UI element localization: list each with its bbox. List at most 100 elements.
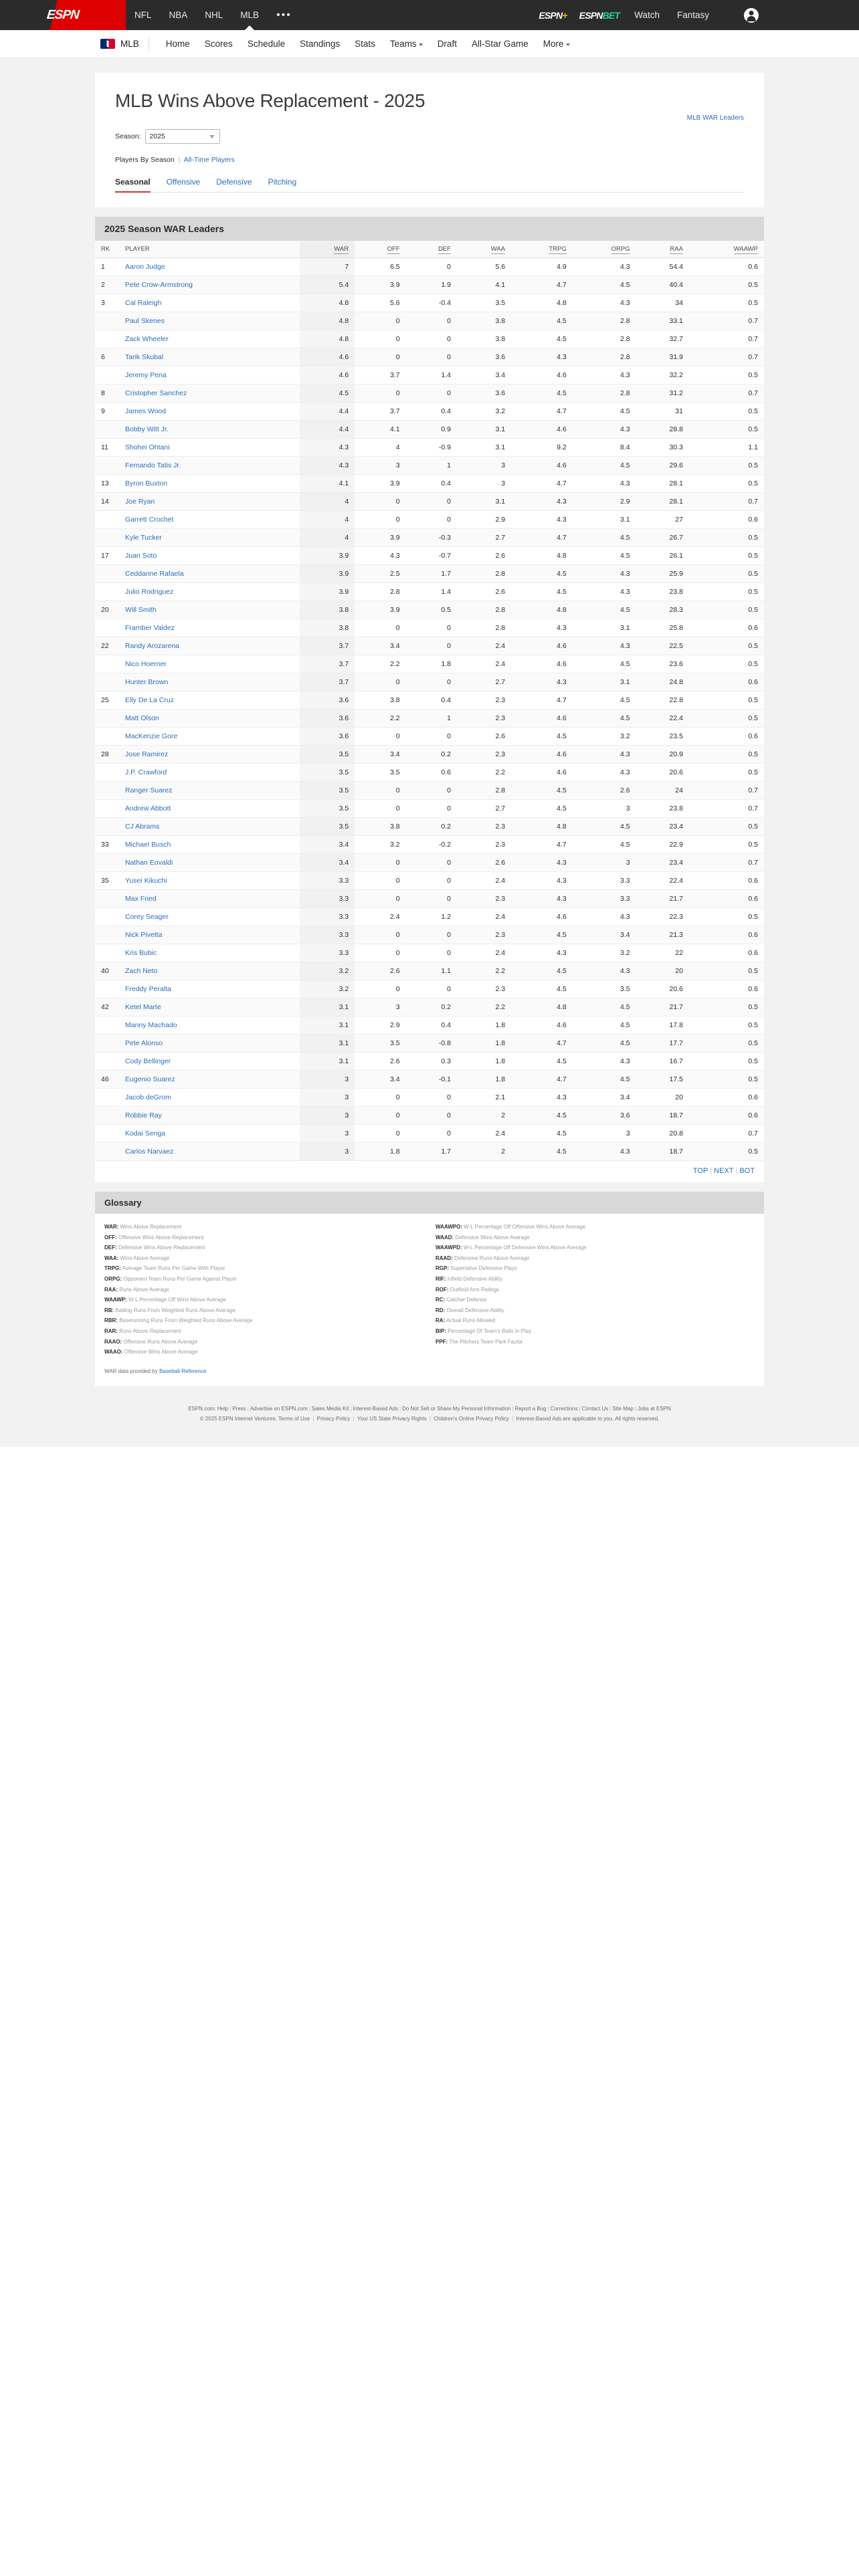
cell-player[interactable]: Cristopher Sanchez <box>119 384 300 403</box>
cell-player[interactable]: CJ Abrams <box>119 817 300 836</box>
player-link[interactable]: James Wood <box>125 407 167 415</box>
cell-player[interactable]: Yusei Kikuchi <box>119 871 300 890</box>
cell-player[interactable]: Nico Hoerner <box>119 655 300 673</box>
cell-player[interactable]: Randy Arozarena <box>119 637 300 655</box>
player-link[interactable]: Paul Skenes <box>125 317 165 325</box>
player-link[interactable]: Max Fried <box>125 895 157 903</box>
cell-player[interactable]: Kyle Tucker <box>119 528 300 547</box>
topnav-item-mlb[interactable]: MLB <box>231 0 268 30</box>
cell-player[interactable]: Juan Soto <box>119 546 300 565</box>
cell-player[interactable]: Andrew Abbott <box>119 799 300 818</box>
tab-defensive[interactable]: Defensive <box>216 177 252 187</box>
player-link[interactable]: Carlos Narvaez <box>125 1148 174 1156</box>
col-header-off[interactable]: OFF <box>355 241 406 258</box>
footer-legal-link[interactable]: Terms of Use <box>278 1415 310 1422</box>
cell-player[interactable]: Jose Ramirez <box>119 745 300 764</box>
col-header-war[interactable]: WAR <box>300 241 355 258</box>
player-link[interactable]: Cal Raleigh <box>125 299 162 307</box>
player-link[interactable]: Jeremy Pena <box>125 371 167 379</box>
topnav-item-fantasy[interactable]: Fantasy <box>676 10 709 20</box>
footer-link[interactable]: Sales Media Kit <box>311 1405 349 1412</box>
footer-link[interactable]: Press <box>232 1405 246 1412</box>
league-nav-schedule[interactable]: Schedule <box>240 39 292 49</box>
player-link[interactable]: Matt Olson <box>125 714 159 722</box>
cell-player[interactable]: Kodai Senga <box>119 1124 300 1143</box>
cell-player[interactable]: Pete Alonso <box>119 1034 300 1053</box>
footer-legal-link[interactable]: Your US State Privacy Rights <box>357 1415 427 1422</box>
topnav-item-nba[interactable]: NBA <box>169 10 188 20</box>
league-nav-teams[interactable]: Teams <box>383 39 430 49</box>
player-link[interactable]: Pete Crow-Armstrong <box>125 281 193 289</box>
player-link[interactable]: Corey Seager <box>125 913 169 921</box>
mlb-war-leaders-link[interactable]: MLB WAR Leaders <box>686 114 744 122</box>
pagination-bot-link[interactable]: BOT <box>739 1167 755 1175</box>
cell-player[interactable]: Max Fried <box>119 889 300 908</box>
player-link[interactable]: Kyle Tucker <box>125 534 162 542</box>
cell-player[interactable]: James Wood <box>119 402 300 421</box>
cell-player[interactable]: Manny Machado <box>119 1016 300 1035</box>
cell-player[interactable]: Carlos Narvaez <box>119 1142 300 1161</box>
cell-player[interactable]: Ranger Suarez <box>119 781 300 800</box>
player-link[interactable]: Will Smith <box>125 606 157 614</box>
cell-player[interactable]: Eugenio Suarez <box>119 1070 300 1089</box>
col-header-trpg[interactable]: TRPG <box>511 241 573 258</box>
footer-link[interactable]: ESPN.com: Help <box>188 1405 229 1412</box>
player-link[interactable]: CJ Abrams <box>125 823 160 831</box>
pagination-top-link[interactable]: TOP <box>692 1167 708 1175</box>
league-nav-scores[interactable]: Scores <box>197 39 240 49</box>
col-header-waa[interactable]: WAA <box>456 241 512 258</box>
col-header-raa[interactable]: RAA <box>636 241 689 258</box>
cell-player[interactable]: Jacob deGrom <box>119 1088 300 1107</box>
player-link[interactable]: Freddy Peralta <box>125 985 171 993</box>
col-header-def[interactable]: DEF <box>405 241 457 258</box>
col-header-orpg[interactable]: ORPG <box>572 241 636 258</box>
topnav-more-icon[interactable]: ••• <box>276 9 292 21</box>
league-nav-stats[interactable]: Stats <box>347 39 383 49</box>
user-avatar-icon[interactable] <box>744 7 759 23</box>
topnav-item-watch[interactable]: Watch <box>634 10 660 20</box>
player-link[interactable]: Randy Arozarena <box>125 642 180 650</box>
col-header-waawp[interactable]: WAAWP <box>688 241 764 258</box>
footer-legal-link[interactable]: Privacy Policy <box>316 1415 351 1422</box>
cell-player[interactable]: Matt Olson <box>119 709 300 728</box>
all-time-players-link[interactable]: All-Time Players <box>183 156 235 164</box>
season-select[interactable]: 2025 <box>145 129 220 144</box>
league-nav-allstar[interactable]: All-Star Game <box>464 39 536 49</box>
player-link[interactable]: Zack Wheeler <box>125 335 169 343</box>
player-link[interactable]: Nick Pivetta <box>125 931 163 939</box>
player-link[interactable]: Hunter Brown <box>125 678 169 686</box>
footer-link[interactable]: Jobs at ESPN <box>637 1405 671 1412</box>
player-link[interactable]: Jacob deGrom <box>125 1093 171 1101</box>
cell-player[interactable]: Zack Wheeler <box>119 330 300 348</box>
cell-player[interactable]: Robbie Ray <box>119 1106 300 1125</box>
player-link[interactable]: Julio Rodriguez <box>125 588 174 596</box>
cell-player[interactable]: Nick Pivetta <box>119 926 300 944</box>
cell-player[interactable]: Michael Busch <box>119 835 300 854</box>
player-link[interactable]: Pete Alonso <box>125 1039 163 1047</box>
cell-player[interactable]: Cody Bellinger <box>119 1052 300 1071</box>
player-link[interactable]: Zach Neto <box>125 967 158 975</box>
player-link[interactable]: Cristopher Sanchez <box>125 389 187 397</box>
cell-player[interactable]: Elly De La Cruz <box>119 691 300 710</box>
cell-player[interactable]: Pete Crow-Armstrong <box>119 276 300 294</box>
player-link[interactable]: Kris Bubic <box>125 949 157 957</box>
player-link[interactable]: MacKenzie Gore <box>125 732 178 740</box>
player-link[interactable]: Garrett Crochet <box>125 516 174 524</box>
player-link[interactable]: Bobby Witt Jr. <box>125 425 169 433</box>
league-nav-home[interactable]: Home <box>159 39 197 49</box>
player-link[interactable]: Robbie Ray <box>125 1111 162 1119</box>
espn-bet-link[interactable]: ESPNBET <box>579 10 620 21</box>
cell-player[interactable]: Aaron Judge <box>119 257 300 276</box>
tab-seasonal[interactable]: Seasonal <box>115 175 151 193</box>
player-link[interactable]: Kodai Senga <box>125 1130 166 1138</box>
pagination-next-link[interactable]: NEXT <box>714 1167 734 1175</box>
cell-player[interactable]: Nathan Eovaldi <box>119 853 300 872</box>
player-link[interactable]: Manny Machado <box>125 1021 177 1029</box>
player-link[interactable]: Michael Busch <box>125 841 171 849</box>
player-link[interactable]: Joe Ryan <box>125 498 155 506</box>
cell-player[interactable]: J.P. Crawford <box>119 763 300 782</box>
footer-link[interactable]: Site Map <box>612 1405 634 1412</box>
player-link[interactable]: Fernando Tatis Jr. <box>125 461 181 469</box>
cell-player[interactable]: Garrett Crochet <box>119 510 300 529</box>
cell-player[interactable]: Kris Bubic <box>119 944 300 962</box>
